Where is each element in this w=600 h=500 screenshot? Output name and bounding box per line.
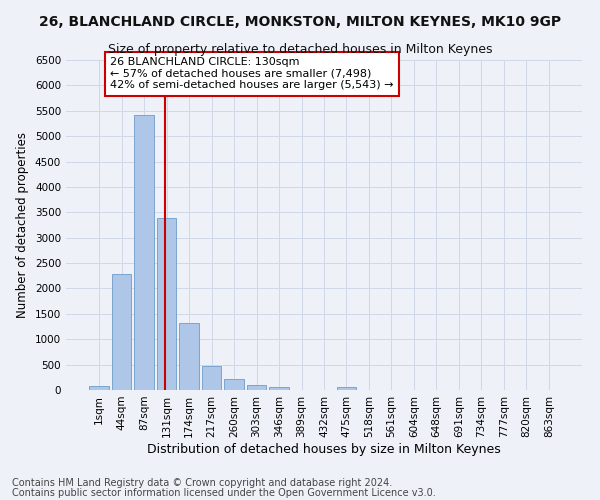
Text: Size of property relative to detached houses in Milton Keynes: Size of property relative to detached ho…: [108, 42, 492, 56]
Bar: [179, 324, 199, 390]
Text: 26, BLANCHLAND CIRCLE, MONKSTON, MILTON KEYNES, MK10 9GP: 26, BLANCHLAND CIRCLE, MONKSTON, MILTON …: [39, 15, 561, 29]
Bar: [157, 218, 176, 390]
Text: Contains public sector information licensed under the Open Government Licence v3: Contains public sector information licen…: [12, 488, 436, 498]
Text: Contains HM Land Registry data © Crown copyright and database right 2024.: Contains HM Land Registry data © Crown c…: [12, 478, 392, 488]
Bar: [224, 379, 244, 390]
Bar: [89, 386, 109, 390]
X-axis label: Distribution of detached houses by size in Milton Keynes: Distribution of detached houses by size …: [147, 442, 501, 456]
Y-axis label: Number of detached properties: Number of detached properties: [16, 132, 29, 318]
Bar: [112, 274, 131, 390]
Bar: [202, 366, 221, 390]
Bar: [247, 384, 266, 390]
Text: 26 BLANCHLAND CIRCLE: 130sqm
← 57% of detached houses are smaller (7,498)
42% of: 26 BLANCHLAND CIRCLE: 130sqm ← 57% of de…: [110, 58, 394, 90]
Bar: [269, 387, 289, 390]
Bar: [337, 387, 356, 390]
Bar: [134, 115, 154, 390]
